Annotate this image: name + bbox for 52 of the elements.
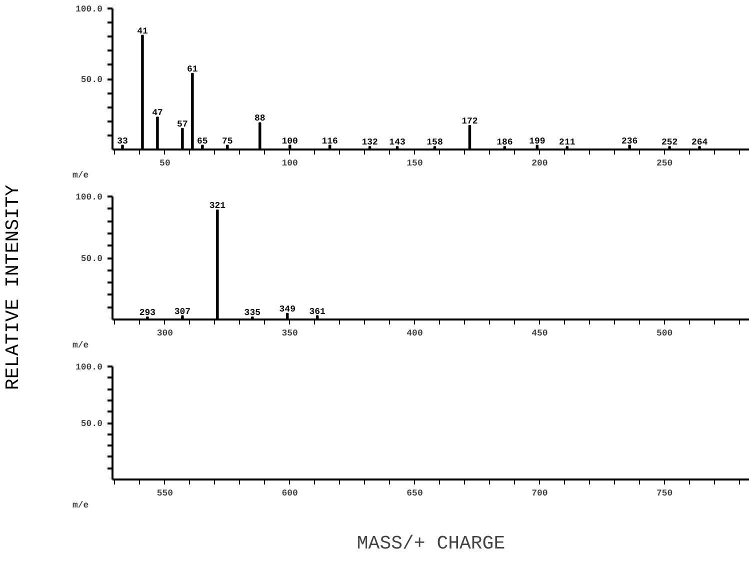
x-tick-label: 500 <box>656 328 673 338</box>
y-tick-label: 100.0 <box>75 192 103 202</box>
annotation: 236 <box>621 136 638 146</box>
text: m/e <box>72 500 89 510</box>
annotation: 349 <box>279 304 296 314</box>
annotation: 61 <box>187 64 198 74</box>
x-axis-title: MASS/+ CHARGE <box>356 532 506 554</box>
y-tick-label: 50.0 <box>80 254 103 264</box>
x-tick-label: 200 <box>532 158 548 168</box>
x-tick-label: 450 <box>532 328 548 338</box>
annotation: 158 <box>426 138 443 148</box>
annotation: 33 <box>117 136 128 146</box>
annotation: 132 <box>362 138 378 148</box>
annotation: 293 <box>139 308 156 318</box>
annotation: 172 <box>462 116 478 127</box>
y-axis-title: RELATIVE INTENSITY <box>1 184 25 390</box>
x-tick-label: 750 <box>656 488 673 498</box>
annotation: 252 <box>661 138 678 148</box>
y-tick-label: 50.0 <box>80 419 103 429</box>
x-tick-label: 150 <box>406 158 423 168</box>
annotation: 41 <box>137 26 148 36</box>
annotation: 307 <box>174 306 191 317</box>
annotation: 143 <box>389 138 406 148</box>
x-tick-label: 350 <box>282 328 298 338</box>
annotation: 47 <box>152 108 163 118</box>
x-tick-label: 600 <box>282 488 298 498</box>
annotation: 264 <box>691 138 708 148</box>
x-tick-label: 50 <box>160 158 170 168</box>
x-tick-label: 400 <box>406 328 423 338</box>
annotation: 65 <box>197 136 208 146</box>
y-tick-label: 50.0 <box>80 75 103 85</box>
x-tick-label: 650 <box>406 488 423 498</box>
x-tick-label: 250 <box>656 158 673 168</box>
annotation: 321 <box>209 201 226 212</box>
x-tick-label: 700 <box>532 488 548 498</box>
annotation: 88 <box>254 114 266 124</box>
annotation: 361 <box>309 306 326 317</box>
annotation: 75 <box>222 136 233 146</box>
text: m/e <box>72 170 89 180</box>
annotation: 116 <box>322 136 338 146</box>
text: m/e <box>72 340 89 350</box>
annotation: 186 <box>496 138 513 148</box>
annotation: 335 <box>244 308 260 318</box>
annotation: 100 <box>282 136 298 146</box>
annotation: 199 <box>529 136 546 146</box>
annotation: 57 <box>177 119 188 130</box>
y-tick-label: 100.0 <box>75 362 103 372</box>
annotation: 211 <box>559 138 576 148</box>
x-tick-label: 300 <box>156 328 174 338</box>
x-tick-label: 550 <box>156 488 174 498</box>
y-tick-label: 100.0 <box>75 4 103 14</box>
x-tick-label: 100 <box>282 158 298 168</box>
